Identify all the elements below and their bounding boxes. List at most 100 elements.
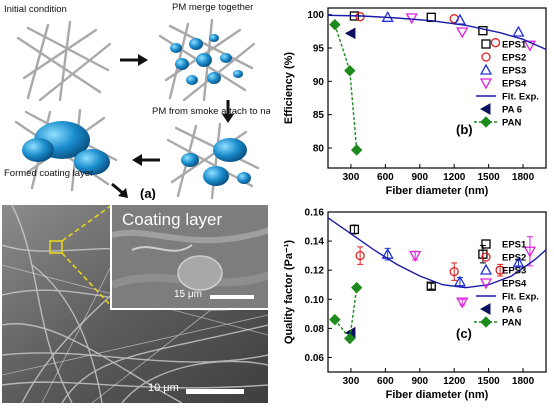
data-point: [349, 224, 360, 235]
legend-marker: [480, 116, 492, 128]
x-tick-label: 600: [377, 172, 394, 183]
series-pa-6: [344, 27, 356, 40]
x-axis-label: Fiber diameter (nm): [386, 389, 489, 401]
legend-marker: [479, 278, 493, 290]
panel-label: (b): [456, 122, 473, 137]
quality-factor-chart: 300 600 900 1200 1500 1800 0.06 0.08 0.10 0.12 0.1…: [283, 208, 547, 401]
data-point: [344, 332, 356, 345]
legend-marker: [479, 103, 491, 115]
data-point: [512, 256, 525, 268]
legend-label: EPS2: [502, 53, 526, 64]
data-point: [512, 25, 525, 37]
x-tick-label: 600: [377, 376, 394, 387]
legend-label: PAN: [502, 318, 521, 329]
x-tick-label: 300: [343, 172, 360, 183]
legend-label: EPS4: [502, 279, 527, 290]
y-axis-label: Efficiency (%): [283, 52, 295, 124]
main-scale-bar: [186, 389, 244, 394]
x-tick-label: 1500: [478, 172, 501, 183]
label-formed: Formed coating layer: [4, 168, 93, 179]
data-point: [426, 281, 436, 291]
data-point: [350, 144, 363, 156]
legend-marker: [479, 63, 493, 75]
legend-label: EPS4: [502, 79, 527, 90]
legend-label: Fit. Exp.: [502, 92, 539, 103]
data-point: [456, 297, 469, 309]
merging-pm-particles: [170, 34, 243, 85]
y-tick-label: 85: [313, 110, 325, 121]
attached-pm-particles: [181, 138, 251, 186]
panel-label: (c): [456, 326, 472, 341]
label-merge: PM merge together: [172, 2, 253, 13]
y-tick-label: 0.12: [305, 266, 325, 277]
legend-marker: [481, 39, 491, 49]
data-point: [344, 64, 356, 77]
panel-label-a: (a): [140, 186, 156, 200]
data-point: [329, 313, 341, 326]
plot-frame: [327, 7, 547, 169]
series-fit-exp-: [327, 14, 547, 50]
y-tick-label: 0.06: [305, 353, 325, 364]
data-point: [523, 40, 537, 52]
data-point: [449, 266, 459, 277]
data-point: [350, 281, 363, 294]
data-point: [456, 27, 469, 39]
label-attach: PM from smoke attach to nanofiber: [152, 106, 270, 117]
series-pan: [329, 281, 363, 345]
legend: EPS1 EPS2 EPS3 EPS4 Fit. Exp. PA 6 PAN: [474, 39, 539, 129]
legend-label: EPS3: [502, 266, 526, 277]
fit-curve: [327, 14, 547, 50]
initial-fiber-mesh: [16, 20, 112, 102]
data-point: [478, 26, 488, 36]
legend-label: EPS1: [502, 40, 527, 51]
sem-inset: Coating layer 15 μm: [110, 205, 268, 310]
legend-label: PAN: [502, 118, 521, 129]
legend-marker: [479, 78, 493, 90]
efficiency-chart: 300 600 900 1200 1500 1800 80 85 90 95 100 Fiber di…: [283, 7, 547, 197]
y-tick-label: 0.10: [305, 295, 325, 306]
main-scale-label: 10 μm: [148, 382, 179, 394]
fit-curve: [327, 217, 547, 289]
data-point: [478, 249, 488, 259]
series-fit-exp-: [327, 217, 547, 289]
legend-marker: [481, 239, 491, 249]
x-tick-label: 1200: [443, 172, 466, 183]
y-tick-label: 80: [313, 144, 325, 155]
legend-label: PA 6: [502, 305, 522, 316]
coating-layer-blobs: [22, 121, 110, 175]
legend-label: EPS3: [502, 66, 526, 77]
x-tick-label: 1800: [512, 376, 535, 387]
data-point: [495, 265, 505, 275]
data-point: [344, 27, 356, 40]
data-point: [453, 275, 467, 287]
data-point: [490, 38, 501, 48]
inset-scale-label: 15 μm: [174, 289, 202, 300]
x-tick-label: 300: [343, 376, 360, 387]
y-tick-label: 0.08: [305, 324, 325, 335]
schematic-panel: Initial condition PM merge together PM f…: [4, 2, 270, 200]
legend-label: EPS2: [502, 253, 526, 264]
data-point: [523, 246, 537, 258]
y-axis-label: Quality factor (Pa⁻¹): [283, 240, 295, 345]
series-eps1: [349, 224, 488, 291]
inset-title: Coating layer: [122, 210, 223, 229]
y-tick-label: 0.16: [305, 208, 325, 219]
series-eps1: [349, 11, 488, 36]
inset-scale-bar: [210, 295, 254, 299]
x-tick-label: 900: [411, 172, 428, 183]
legend-label: EPS1: [502, 240, 527, 251]
legend: EPS1 EPS2 EPS3 EPS4 Fit. Exp. PA 6 PAN: [474, 239, 539, 329]
data-point: [409, 250, 422, 262]
data-point: [355, 250, 365, 261]
series-pan: [329, 18, 363, 156]
x-tick-label: 1500: [478, 376, 501, 387]
legend-marker: [480, 316, 492, 328]
series-eps2: [355, 246, 505, 281]
x-tick-label: 1200: [443, 376, 466, 387]
y-tick-label: 90: [313, 77, 325, 88]
x-tick-label: 1800: [512, 172, 535, 183]
label-initial: Initial condition: [4, 4, 67, 15]
legend-label: Fit. Exp.: [502, 292, 539, 303]
legend-marker: [481, 252, 491, 262]
legend-marker: [479, 303, 491, 315]
